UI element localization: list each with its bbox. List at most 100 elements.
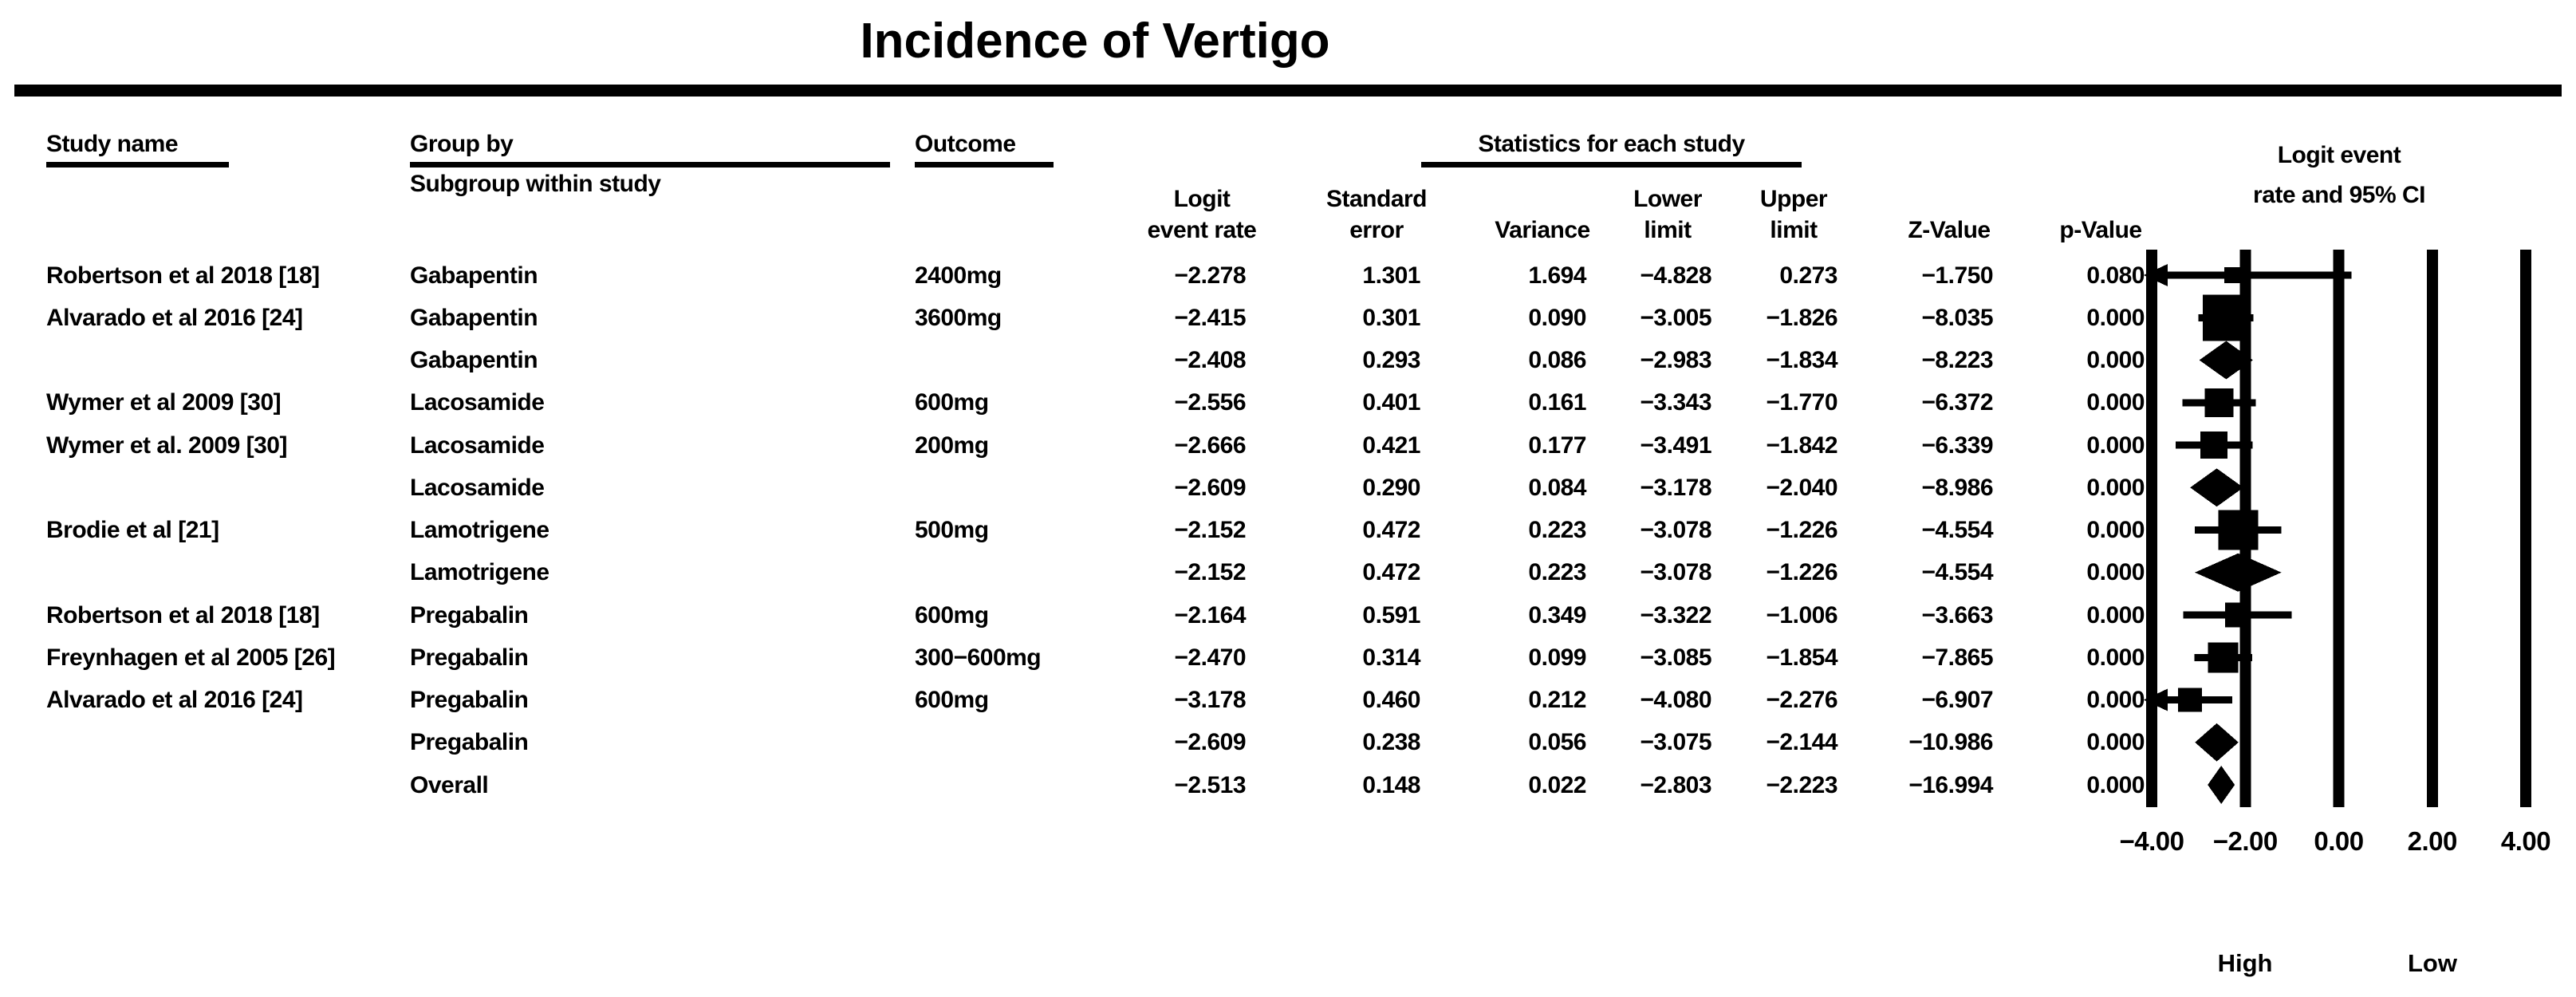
cell-standard-error: 0.460 — [1362, 687, 1420, 713]
cell-group: Lacosamide — [410, 389, 545, 416]
cell-variance: 1.694 — [1528, 262, 1586, 289]
cell-lower-limit: −3.491 — [1640, 432, 1711, 459]
cell-outcome: 600mg — [915, 389, 989, 416]
cell-upper-limit: −2.040 — [1766, 474, 1837, 501]
cell-p-value: 0.000 — [2086, 517, 2145, 543]
cell-outcome: 300−600mg — [915, 644, 1042, 671]
table-row: Pregabalin −2.609 0.238 0.056 −3.075 −2.144 −1… — [0, 721, 2576, 763]
column-header-statistics: Statistics for each study — [1421, 131, 1802, 167]
cell-p-value: 0.000 — [2086, 432, 2145, 459]
cell-group: Gabapentin — [410, 262, 538, 289]
cell-upper-limit: −2.223 — [1766, 771, 1837, 798]
cell-upper-limit: 0.273 — [1779, 262, 1837, 289]
column-header-plot: Logit event rate and 95% CI — [2187, 136, 2491, 215]
cell-study-name: Alvarado et al 2016 [24] — [46, 687, 303, 713]
cell-upper-limit: −1.834 — [1766, 347, 1837, 373]
cell-upper-limit: −2.276 — [1766, 687, 1837, 713]
table-row: Brodie et al [21] Lamotrigene 500mg −2.152 0… — [0, 509, 2576, 551]
cell-variance: 0.177 — [1528, 432, 1586, 459]
cell-study-name: Robertson et al 2018 [18] — [46, 262, 320, 289]
cell-z-value: −8.986 — [1921, 474, 1993, 501]
plot-header-line1: Logit event — [2277, 142, 2401, 168]
column-header-outcome: Outcome — [915, 131, 1054, 167]
cell-study-name: Wymer et al. 2009 [30] — [46, 432, 287, 459]
figure-title: Incidence of Vertigo — [860, 14, 1330, 69]
cell-group: Lacosamide — [410, 432, 545, 459]
cell-p-value: 0.000 — [2086, 559, 2145, 586]
cell-logit-event-rate: −2.470 — [1174, 644, 1246, 671]
table-row: Lacosamide −2.609 0.290 0.084 −3.178 −2.040 −8… — [0, 467, 2576, 509]
direction-label-low: Low — [2408, 949, 2457, 977]
table-row: Alvarado et al 2016 [24] Gabapentin 3600mg… — [0, 297, 2576, 339]
cell-logit-event-rate: −2.164 — [1174, 601, 1246, 629]
cell-upper-limit: −1.226 — [1766, 559, 1837, 586]
cell-outcome: 2400mg — [915, 262, 1002, 289]
forest-plot-svg — [2144, 250, 2531, 807]
summary-diamond — [2190, 468, 2243, 507]
cell-p-value: 0.000 — [2086, 389, 2145, 416]
cell-lower-limit: −2.983 — [1640, 347, 1711, 373]
cell-z-value: −4.554 — [1921, 559, 1993, 586]
cell-group: Lacosamide — [410, 474, 545, 501]
cell-upper-limit: −1.770 — [1766, 389, 1837, 416]
cell-lower-limit: −3.075 — [1640, 729, 1711, 756]
table-row: Robertson et al 2018 [18] Gabapentin 2400m… — [0, 254, 2576, 297]
cell-logit-event-rate: −2.408 — [1174, 347, 1246, 373]
direction-label-high: High — [2217, 949, 2273, 977]
cell-group: Gabapentin — [410, 304, 538, 331]
ci-clip-arrow-left-icon — [2144, 264, 2168, 286]
table-row: Alvarado et al 2016 [24] Pregabalin 600mg −… — [0, 679, 2576, 721]
cell-z-value: −10.986 — [1908, 729, 1993, 756]
table-row: Wymer et al 2009 [30] Lacosamide 600mg −2.5… — [0, 381, 2576, 424]
x-axis-tick-label: 0.00 — [2314, 826, 2364, 856]
cell-upper-limit: −1.006 — [1766, 601, 1837, 629]
cell-group: Lamotrigene — [410, 517, 549, 543]
cell-group: Overall — [410, 771, 489, 798]
cell-group: Lamotrigene — [410, 559, 549, 586]
cell-logit-event-rate: −2.609 — [1174, 729, 1246, 756]
cell-z-value: −6.339 — [1921, 432, 1993, 459]
cell-standard-error: 0.293 — [1362, 347, 1420, 373]
cell-upper-limit: −2.144 — [1766, 729, 1837, 756]
cell-p-value: 0.000 — [2086, 304, 2145, 331]
summary-diamond — [2195, 723, 2239, 762]
cell-variance: 0.349 — [1528, 601, 1586, 629]
cell-logit-event-rate: −3.178 — [1174, 687, 1246, 713]
cell-lower-limit: −3.078 — [1640, 559, 1711, 586]
cell-standard-error: 0.148 — [1362, 771, 1420, 798]
cell-logit-event-rate: −2.278 — [1174, 262, 1246, 289]
cell-group: Gabapentin — [410, 347, 538, 373]
stat-subheader-error: Standard error — [1325, 186, 1428, 243]
cell-z-value: −16.994 — [1908, 771, 1993, 798]
title-rule — [14, 85, 2562, 97]
cell-outcome: 600mg — [915, 687, 989, 713]
x-axis-tick-label: −2.00 — [2212, 826, 2279, 856]
cell-variance: 0.084 — [1528, 474, 1586, 501]
table-row: Overall −2.513 0.148 0.022 −2.803 −2.223 −16.9… — [0, 764, 2576, 806]
cell-p-value: 0.000 — [2086, 771, 2145, 798]
column-header-study-name: Study name — [46, 131, 229, 167]
point-estimate-square — [2202, 294, 2249, 341]
cell-lower-limit: −3.085 — [1640, 644, 1711, 671]
cell-logit-event-rate: −2.513 — [1174, 771, 1246, 798]
column-header-group-by: Group by — [410, 131, 890, 167]
cell-group: Pregabalin — [410, 601, 529, 629]
cell-study-name: Wymer et al 2009 [30] — [46, 389, 282, 416]
cell-variance: 0.212 — [1528, 687, 1586, 713]
cell-z-value: −3.663 — [1921, 601, 1993, 629]
stat-subheader-variance: Variance — [1495, 217, 1590, 243]
cell-variance: 0.022 — [1528, 771, 1586, 798]
table-row: Wymer et al. 2009 [30] Lacosamide 200mg −2.… — [0, 424, 2576, 467]
table-row: Lamotrigene −2.152 0.472 0.223 −3.078 −1.226 −… — [0, 551, 2576, 593]
cell-z-value: −6.372 — [1921, 389, 1993, 416]
cell-standard-error: 0.314 — [1362, 644, 1420, 671]
cell-lower-limit: −4.080 — [1640, 687, 1711, 713]
axis-gridline — [2426, 250, 2438, 807]
cell-lower-limit: −3.178 — [1640, 474, 1711, 501]
cell-standard-error: 0.290 — [1362, 474, 1420, 501]
cell-standard-error: 1.301 — [1362, 262, 1420, 289]
cell-p-value: 0.000 — [2086, 687, 2145, 713]
cell-variance: 0.056 — [1528, 729, 1586, 756]
cell-p-value: 0.000 — [2086, 601, 2145, 629]
